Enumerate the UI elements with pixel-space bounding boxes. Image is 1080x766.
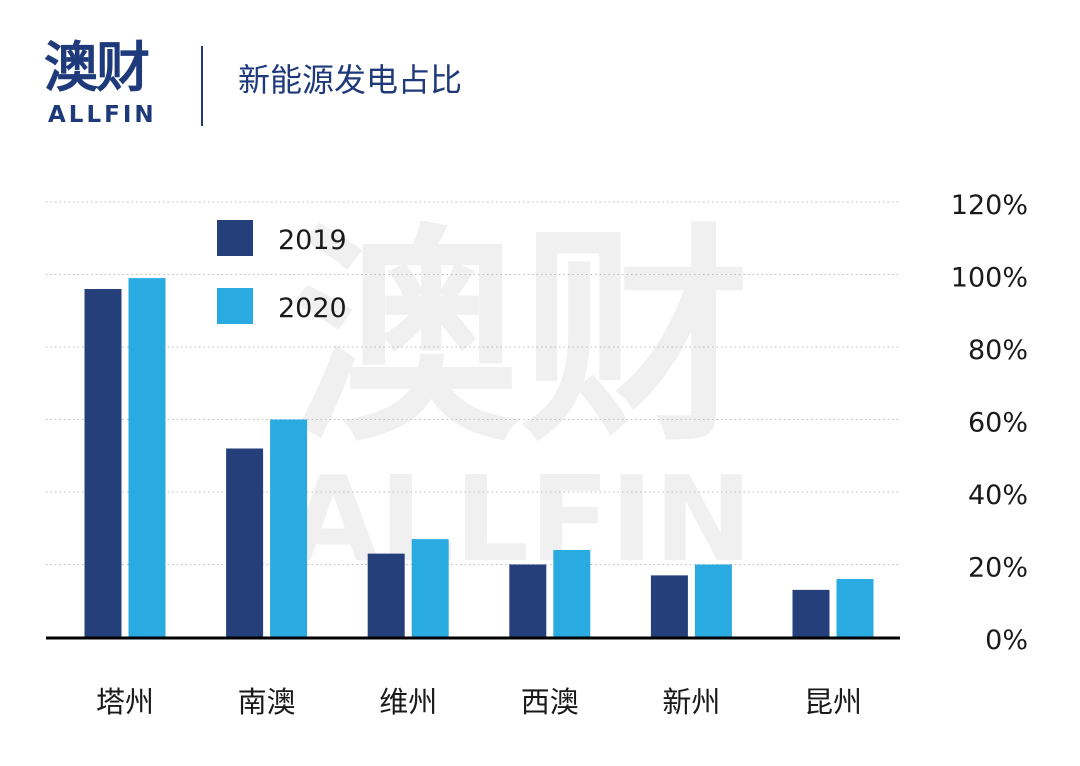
bar-2019-维州 [367,553,405,637]
x-tick-label: 维州 [379,685,437,719]
legend-swatch-2019 [217,220,253,256]
gridlines [46,201,900,565]
x-tick-label: 塔州 [96,685,154,719]
legend: 2019 2020 [217,220,347,324]
bar-2020-维州 [411,539,449,637]
legend-swatch-2020 [217,288,253,324]
legend-label-2019: 2019 [278,225,347,256]
bar-2020-新州 [694,564,732,637]
bar-2020-西澳 [553,550,591,637]
bar-2020-南澳 [270,419,308,637]
y-tick-label: 100% [951,263,1028,294]
x-tick-label: 西澳 [521,685,579,719]
x-tick-label: 南澳 [238,685,296,719]
logo-text-en: ALLFIN [48,102,157,128]
x-tick-label: 新州 [662,685,720,719]
bar-2019-塔州 [84,289,122,637]
y-tick-label: 40% [968,480,1028,511]
y-tick-label: 20% [968,553,1028,584]
y-tick-label: 60% [968,408,1028,439]
brand-logo: 澳财 ALLFIN [40,38,170,134]
x-tick-labels: 塔州 南澳 维州 西澳 新州 昆州 [96,685,862,719]
y-tick-label: 120% [951,190,1028,221]
bar-2019-新州 [650,575,688,637]
bar-2019-西澳 [509,564,547,637]
bars [84,278,874,637]
chart-title: 新能源发电占比 [238,61,463,99]
logo-text-cn: 澳财 [44,36,150,99]
y-tick-labels: 0% 20% 40% 60% 80% 100% 120% [951,190,1028,656]
y-tick-label: 0% [985,625,1028,656]
bar-2020-塔州 [128,278,166,637]
bar-2019-南澳 [226,448,264,637]
legend-label-2020: 2020 [278,293,347,324]
bar-2020-昆州 [836,579,874,637]
bar-2019-昆州 [792,589,830,637]
x-tick-label: 昆州 [804,685,862,719]
header-divider [201,46,203,126]
y-tick-label: 80% [968,335,1028,366]
watermark-text-cn: 澳财 [290,206,750,473]
